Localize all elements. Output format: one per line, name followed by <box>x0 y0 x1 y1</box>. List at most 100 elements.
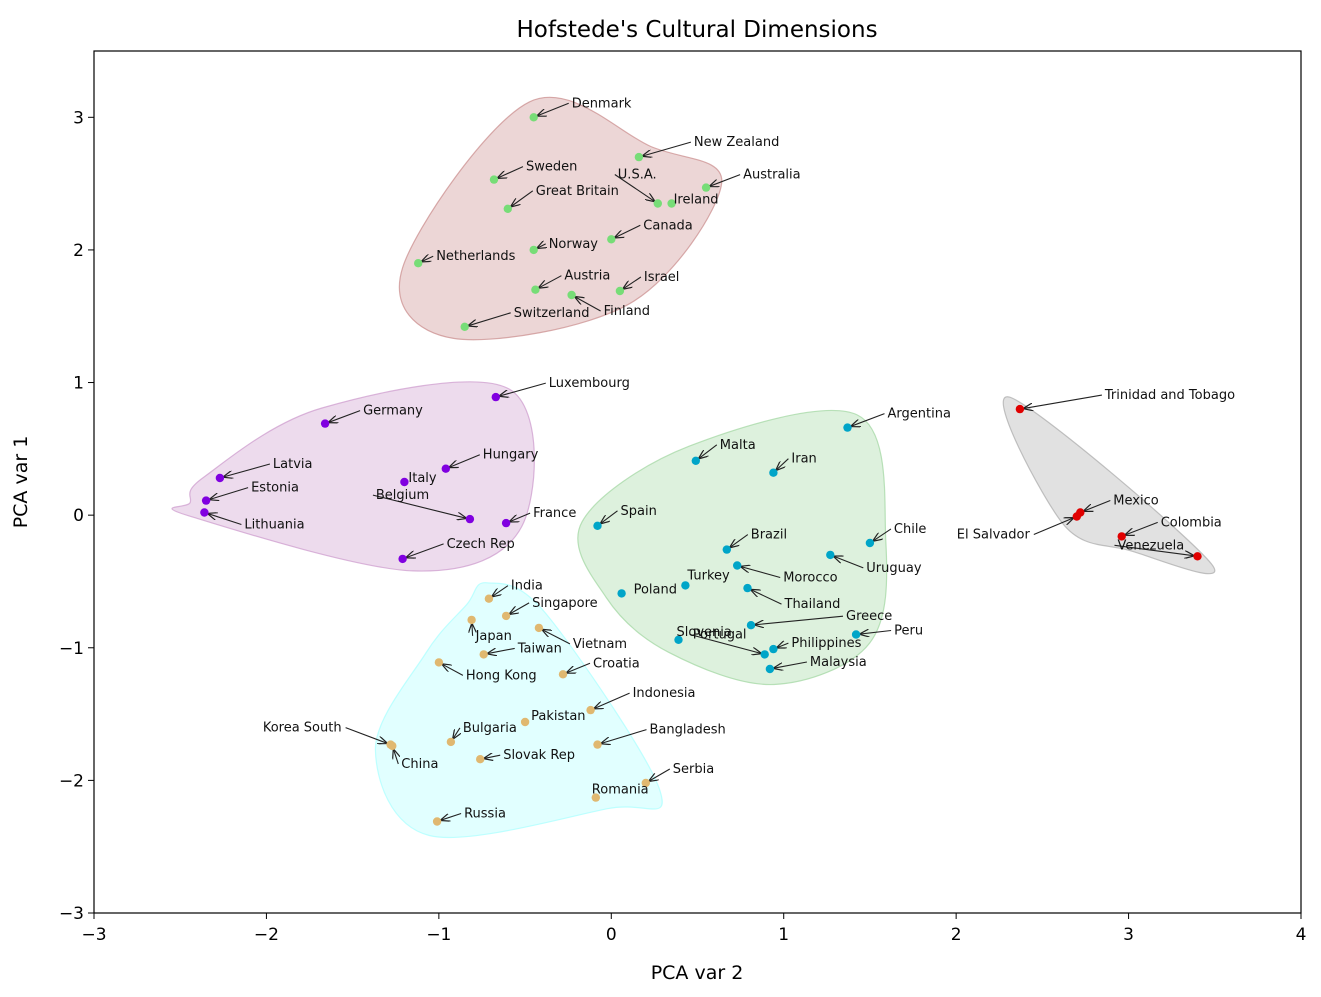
data-point <box>465 514 475 524</box>
data-point <box>501 611 511 621</box>
point-label: Luxembourg <box>549 376 630 391</box>
annotation-arrow <box>851 413 885 427</box>
point-label: Malaysia <box>810 655 867 670</box>
point-label: Austria <box>564 269 610 284</box>
point-label: Russia <box>464 807 506 822</box>
data-points <box>200 113 1202 826</box>
point-label: Hong Kong <box>466 668 537 683</box>
annotation-arrow <box>623 276 642 289</box>
annotation-arrow <box>450 454 481 468</box>
annotation-arrow <box>542 630 571 645</box>
point-label: Germany <box>363 404 423 419</box>
annotation-arrow <box>614 174 655 202</box>
annotation-arrow <box>422 256 434 261</box>
data-point <box>531 285 540 294</box>
annotation-arrow <box>329 410 361 423</box>
point-label: Norway <box>549 237 599 252</box>
point-label: El Salvador <box>957 528 1031 543</box>
y-tick-label: −2 <box>59 771 84 791</box>
data-point <box>489 175 499 184</box>
data-point <box>414 259 423 268</box>
annotation-arrow <box>406 543 444 558</box>
point-label: Peru <box>894 624 923 639</box>
data-point <box>681 581 690 590</box>
annotation-arrow <box>601 729 647 744</box>
cluster-hull <box>1002 396 1216 575</box>
annotation-arrow <box>755 615 844 625</box>
point-label: Canada <box>643 218 692 233</box>
point-label: China <box>401 757 438 772</box>
x-tick-label: 0 <box>606 925 617 945</box>
data-point <box>701 183 711 192</box>
annotation-arrow <box>510 512 531 522</box>
y-tick-label: 0 <box>73 506 84 526</box>
annotation-arrow <box>699 444 718 459</box>
annotation-arrow <box>224 463 271 477</box>
annotation-arrow <box>1114 544 1194 555</box>
data-point <box>617 589 626 598</box>
data-point <box>434 658 444 667</box>
data-point <box>467 615 476 625</box>
point-label: Greece <box>846 609 892 624</box>
data-point <box>529 113 538 122</box>
annotation-arrow <box>539 275 562 288</box>
data-point <box>567 290 576 300</box>
point-label: Israel <box>644 270 680 285</box>
data-point <box>769 644 778 654</box>
data-point <box>484 594 494 603</box>
point-label: Serbia <box>673 762 714 777</box>
point-label: Chile <box>894 522 927 537</box>
annotation-arrow <box>1024 394 1102 408</box>
point-label: Thailand <box>784 597 841 612</box>
point-label: Poland <box>634 582 677 597</box>
annotation-arrow <box>537 244 545 248</box>
annotation-arrow <box>469 312 511 326</box>
data-point <box>441 464 450 473</box>
data-point <box>593 740 602 749</box>
data-point <box>667 199 676 208</box>
annotation-arrow <box>1125 521 1158 535</box>
point-label: Croatia <box>593 656 640 671</box>
point-label: Hungary <box>483 448 539 463</box>
x-tick-label: −3 <box>81 925 106 945</box>
annotation-arrow <box>776 458 789 470</box>
data-point <box>398 554 407 564</box>
annotation-arrow <box>441 812 462 821</box>
annotation-arrow <box>510 602 530 614</box>
data-point <box>476 755 485 764</box>
data-point <box>691 456 700 465</box>
point-label: Switzerland <box>514 306 590 321</box>
point-label: Philippines <box>791 636 861 651</box>
point-label: Belgium <box>376 488 429 503</box>
annotation-arrow <box>774 661 808 668</box>
point-label: Colombia <box>1161 515 1222 530</box>
point-label: Portugal <box>693 627 747 642</box>
annotation-arrow <box>511 190 534 207</box>
point-label: Turkey <box>686 568 730 583</box>
point-label: Iran <box>791 452 816 467</box>
data-point <box>722 545 731 554</box>
annotation-arrow <box>208 514 242 526</box>
annotation-arrow <box>643 141 692 156</box>
annotation-arrow <box>649 768 671 781</box>
annotation-arrow <box>873 528 892 541</box>
annotation-arrow <box>442 664 464 676</box>
data-point <box>501 518 511 528</box>
point-label: Spain <box>621 504 657 519</box>
x-tick-label: 3 <box>1123 925 1134 945</box>
point-label: New Zealand <box>694 135 779 150</box>
annotation-arrow <box>575 297 601 312</box>
data-point <box>746 621 756 630</box>
data-point <box>460 322 469 331</box>
point-label: Malta <box>720 438 756 453</box>
data-point <box>491 392 500 402</box>
annotation-arrow <box>210 487 249 500</box>
point-label: Finland <box>604 304 650 319</box>
y-tick-label: 3 <box>73 108 84 128</box>
x-axis-title: PCA var 2 <box>651 962 744 984</box>
annotation-arrow <box>1084 499 1111 512</box>
annotation-arrow <box>615 224 641 237</box>
x-tick-label: −1 <box>426 925 451 945</box>
point-label: Czech Rep <box>447 537 515 552</box>
